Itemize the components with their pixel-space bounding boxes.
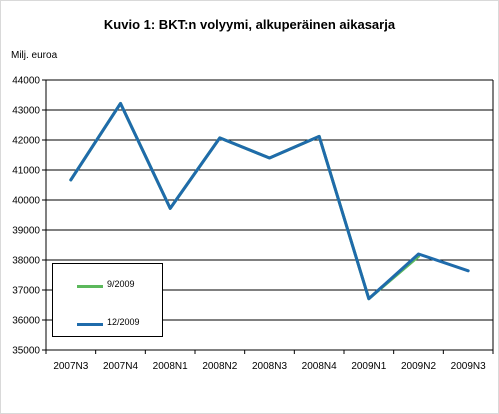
x-tick-label: 2009N3 bbox=[451, 361, 486, 372]
x-tick-label: 2008N3 bbox=[252, 361, 287, 372]
y-tick-label: 44000 bbox=[12, 76, 40, 87]
x-tick-label: 2008N4 bbox=[302, 361, 337, 372]
x-tick-label: 2008N2 bbox=[202, 361, 237, 372]
y-tick-label: 38000 bbox=[12, 256, 40, 267]
y-tick-label: 39000 bbox=[12, 226, 40, 237]
legend: 9/2009 12/2009 bbox=[52, 263, 163, 337]
x-tick-label: 2009N2 bbox=[401, 361, 436, 372]
x-tick-label: 2007N3 bbox=[53, 361, 88, 372]
x-tick-label: 2007N4 bbox=[103, 361, 138, 372]
y-tick-label: 37000 bbox=[12, 286, 40, 297]
x-tick-label: 2008N1 bbox=[153, 361, 188, 372]
y-tick-label: 40000 bbox=[12, 196, 40, 207]
legend-swatch-9-2009 bbox=[77, 285, 103, 288]
y-tick-label: 43000 bbox=[12, 106, 40, 117]
x-tick-label: 2009N1 bbox=[351, 361, 386, 372]
y-axis-label: Milj. euroa bbox=[11, 50, 58, 61]
series-line-12-2009 bbox=[69, 101, 470, 301]
chart-title: Kuvio 1: BKT:n volyymi, alkuperäinen aik… bbox=[103, 17, 396, 32]
legend-item-9-2009: 9/2009 bbox=[77, 279, 159, 293]
y-tick-label: 42000 bbox=[12, 136, 40, 147]
legend-label-12-2009: 12/2009 bbox=[107, 317, 140, 327]
y-tick-label: 35000 bbox=[12, 346, 40, 357]
legend-swatch-12-2009 bbox=[77, 323, 103, 326]
legend-label-9-2009: 9/2009 bbox=[107, 279, 135, 289]
y-tick-label: 36000 bbox=[12, 316, 40, 327]
y-tick-label: 41000 bbox=[12, 166, 40, 177]
legend-item-12-2009: 12/2009 bbox=[77, 317, 159, 331]
